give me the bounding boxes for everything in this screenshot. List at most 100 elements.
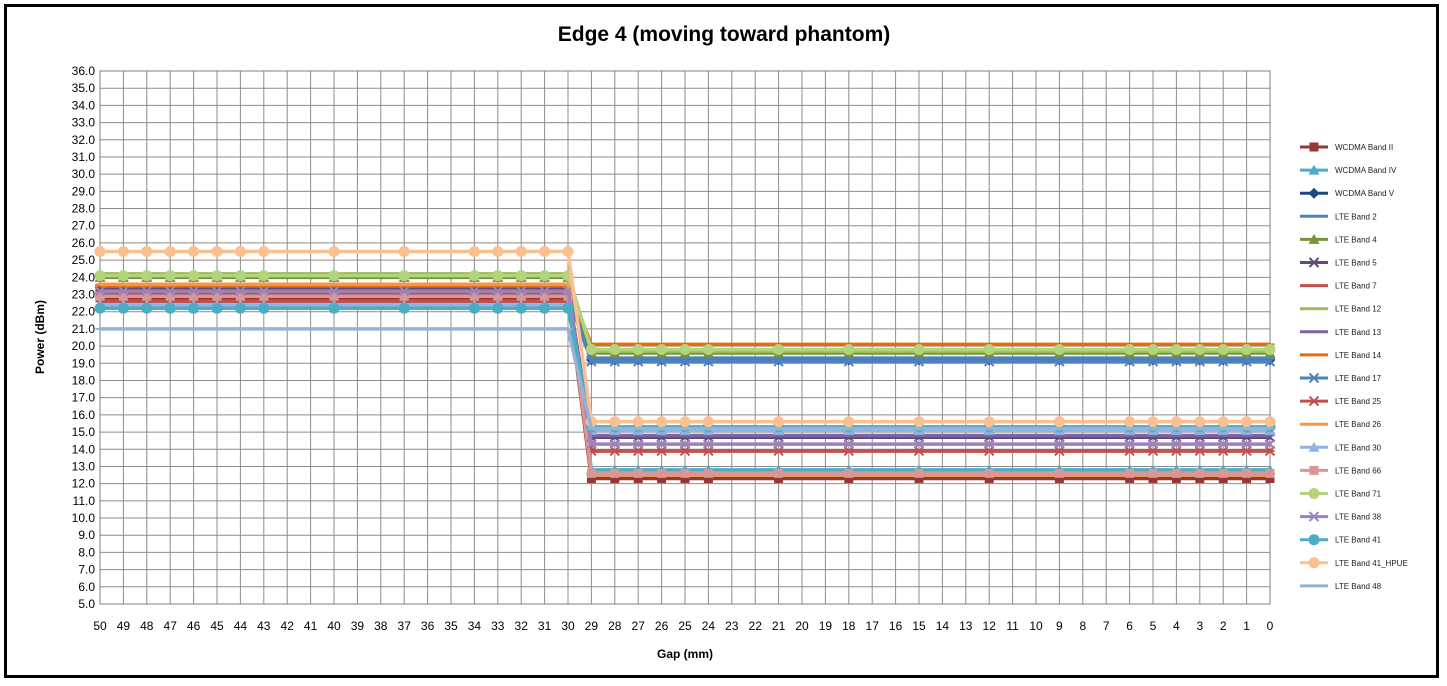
y-tick-label: 12.0: [72, 477, 96, 491]
y-tick-label: 30.0: [72, 167, 96, 181]
data-point: [702, 344, 714, 356]
data-point: [540, 291, 550, 301]
data-point: [1218, 473, 1228, 483]
x-tick-label: 1: [1243, 619, 1250, 633]
data-point: [328, 270, 340, 282]
legend-label: WCDMA Band V: [1335, 189, 1395, 198]
legend-item: LTE Band 5: [1300, 257, 1377, 268]
data-point: [1241, 416, 1253, 428]
legend-item: LTE Band 41_HPUE: [1300, 557, 1408, 569]
x-axis-ticks: 50 49 48 47 46 45 44 43 42 41 40 39 38 37 36 35 34 33 32 31…: [93, 619, 1273, 633]
data-point: [468, 270, 480, 282]
data-point: [914, 468, 924, 478]
x-tick-label: 24: [702, 619, 716, 633]
data-point: [492, 246, 504, 258]
legend-label: LTE Band 41_HPUE: [1335, 559, 1408, 568]
data-point: [117, 246, 129, 258]
legend-item: LTE Band 12: [1300, 305, 1382, 314]
data-point: [328, 246, 340, 258]
x-tick-label: 41: [304, 619, 318, 633]
x-tick-label: 3: [1196, 619, 1203, 633]
data-point: [773, 356, 784, 367]
y-tick-label: 25.0: [72, 253, 96, 267]
data-point: [984, 473, 994, 483]
data-point: [586, 356, 597, 367]
data-point: [1241, 356, 1252, 367]
legend-item: LTE Band 7: [1300, 282, 1377, 291]
legend-marker: [1308, 395, 1320, 407]
legend-marker: [1308, 257, 1320, 268]
data-point: [94, 270, 106, 282]
data-point: [95, 291, 105, 301]
data-point: [539, 246, 551, 258]
data-point: [212, 291, 222, 301]
data-point: [211, 270, 223, 282]
data-point: [94, 246, 106, 258]
data-point: [142, 291, 152, 301]
data-point: [1194, 438, 1206, 450]
x-tick-label: 9: [1056, 619, 1063, 633]
x-tick-label: 33: [491, 619, 505, 633]
data-point: [1053, 344, 1065, 356]
data-point: [469, 291, 479, 301]
x-tick-label: 25: [678, 619, 692, 633]
x-tick-label: 7: [1103, 619, 1110, 633]
data-point: [1170, 344, 1182, 356]
data-point: [562, 302, 574, 314]
series-18: [94, 246, 1276, 428]
data-point: [1241, 438, 1252, 450]
data-point: [398, 302, 410, 314]
x-tick-label: 27: [632, 619, 646, 633]
data-point: [164, 270, 176, 282]
data-point: [1264, 416, 1276, 428]
data-point: [1217, 438, 1229, 450]
data-point: [914, 473, 924, 483]
legend-label: LTE Band 4: [1335, 235, 1377, 244]
y-tick-label: 19.0: [72, 356, 96, 370]
data-point: [983, 438, 995, 450]
y-tick-label: 15.0: [72, 425, 96, 439]
legend-label: LTE Band 2: [1335, 212, 1377, 221]
data-point: [164, 246, 176, 258]
data-point: [1171, 473, 1181, 483]
legend-marker: [1309, 465, 1319, 475]
data-point: [399, 291, 409, 301]
data-point: [234, 270, 246, 282]
y-tick-label: 33.0: [72, 116, 96, 130]
data-point: [1148, 468, 1158, 478]
data-point: [703, 356, 714, 367]
data-point: [1054, 468, 1064, 478]
legend-item: LTE Band 25: [1300, 395, 1382, 407]
data-point: [632, 416, 644, 428]
data-point: [680, 468, 690, 478]
x-tick-label: 11: [1006, 619, 1019, 633]
data-point: [609, 438, 621, 450]
data-point: [1194, 356, 1206, 367]
data-point: [1125, 468, 1135, 478]
data-point: [398, 270, 410, 282]
data-point: [141, 270, 153, 282]
data-point: [843, 356, 855, 367]
data-point: [1124, 438, 1135, 450]
data-point: [1195, 468, 1205, 478]
y-tick-label: 13.0: [72, 459, 96, 473]
data-point: [1147, 356, 1159, 367]
data-point: [188, 302, 200, 314]
data-point: [610, 468, 620, 478]
y-tick-label: 7.0: [78, 563, 95, 577]
data-point: [1194, 344, 1206, 356]
data-point: [328, 302, 340, 314]
data-point: [1147, 416, 1159, 428]
data-point: [703, 473, 713, 483]
legend-marker: [1308, 164, 1320, 175]
data-point: [562, 246, 574, 258]
data-point: [679, 438, 691, 450]
x-tick-label: 22: [749, 619, 763, 633]
data-point: [234, 246, 246, 258]
x-tick-label: 43: [257, 619, 271, 633]
legend-label: LTE Band 7: [1335, 282, 1377, 291]
data-point: [258, 285, 270, 297]
x-tick-label: 6: [1126, 619, 1133, 633]
y-tick-label: 34.0: [72, 98, 96, 112]
